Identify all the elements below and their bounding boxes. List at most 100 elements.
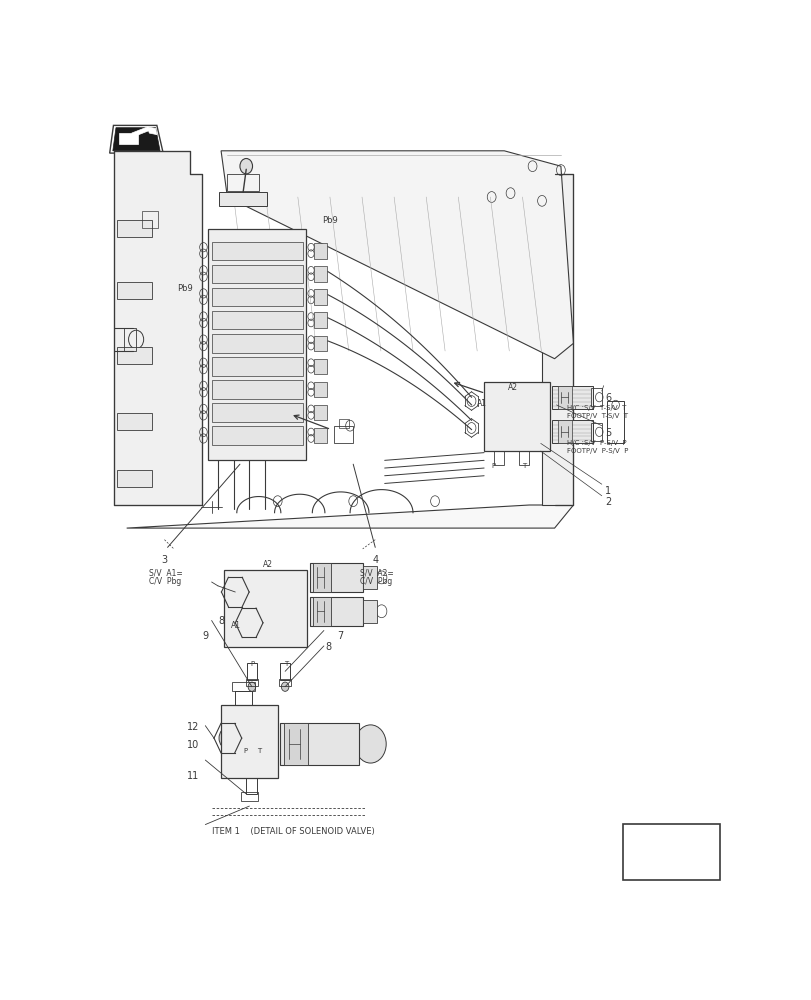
- Bar: [314, 266, 326, 282]
- Bar: [212, 265, 303, 283]
- Text: C/V  Pbg: C/V Pbg: [359, 577, 391, 586]
- Bar: [314, 312, 326, 328]
- Bar: [551, 386, 592, 409]
- Circle shape: [281, 682, 289, 691]
- Bar: [247, 663, 256, 680]
- Circle shape: [219, 727, 236, 749]
- Bar: [518, 451, 528, 465]
- Circle shape: [240, 612, 258, 634]
- Bar: [314, 243, 326, 259]
- Polygon shape: [113, 128, 160, 151]
- Text: 10: 10: [187, 740, 199, 750]
- Text: C/V  Pbg: C/V Pbg: [148, 577, 181, 586]
- Bar: [363, 600, 377, 623]
- Bar: [117, 282, 152, 299]
- Text: FOOTP/V  T-S/V  T: FOOTP/V T-S/V T: [566, 413, 628, 419]
- Polygon shape: [656, 828, 714, 856]
- Bar: [212, 380, 303, 399]
- Text: FOOTP/V  P-S/V  P: FOOTP/V P-S/V P: [566, 448, 628, 454]
- Text: A2: A2: [508, 383, 517, 392]
- Bar: [227, 174, 259, 191]
- Bar: [212, 334, 303, 353]
- Bar: [314, 336, 326, 351]
- Bar: [314, 428, 326, 443]
- Bar: [310, 597, 363, 626]
- Bar: [221, 705, 277, 778]
- Bar: [284, 723, 307, 765]
- Bar: [212, 426, 303, 445]
- Bar: [314, 289, 326, 305]
- Circle shape: [354, 725, 386, 763]
- Circle shape: [240, 158, 252, 174]
- Bar: [234, 691, 251, 705]
- Bar: [314, 405, 326, 420]
- Polygon shape: [127, 505, 573, 528]
- Bar: [142, 211, 158, 228]
- Bar: [278, 679, 291, 686]
- Bar: [558, 420, 572, 443]
- Polygon shape: [114, 151, 202, 505]
- Text: 1: 1: [604, 486, 611, 496]
- Bar: [310, 563, 363, 592]
- Bar: [224, 570, 307, 647]
- Polygon shape: [148, 127, 157, 135]
- Bar: [493, 451, 503, 465]
- Bar: [117, 470, 152, 487]
- Bar: [232, 682, 255, 691]
- Bar: [117, 220, 152, 237]
- Text: Pb9: Pb9: [321, 216, 337, 225]
- Text: P: P: [243, 748, 247, 754]
- Bar: [123, 328, 136, 351]
- Text: S/V  A2=: S/V A2=: [359, 568, 393, 577]
- Bar: [483, 382, 550, 451]
- Bar: [246, 778, 257, 794]
- Bar: [117, 413, 152, 430]
- Bar: [339, 419, 349, 428]
- Bar: [280, 723, 358, 765]
- Text: A1: A1: [476, 399, 486, 408]
- Bar: [208, 229, 306, 460]
- Text: 8: 8: [324, 642, 331, 652]
- Text: 9: 9: [202, 631, 208, 641]
- Bar: [117, 347, 152, 364]
- Text: 7: 7: [337, 631, 343, 641]
- Text: T: T: [257, 748, 261, 754]
- Bar: [212, 403, 303, 422]
- Text: 4: 4: [371, 555, 378, 565]
- Bar: [558, 386, 572, 409]
- Text: Pb9: Pb9: [177, 284, 192, 293]
- Polygon shape: [131, 127, 150, 136]
- Polygon shape: [109, 125, 163, 153]
- Text: T: T: [284, 661, 288, 667]
- Text: 11: 11: [187, 771, 199, 781]
- Text: 6: 6: [604, 393, 611, 403]
- Polygon shape: [628, 856, 672, 876]
- Bar: [212, 288, 303, 306]
- Text: H/C :S/V  T-S/V  T: H/C :S/V T-S/V T: [566, 405, 626, 411]
- Bar: [606, 401, 624, 443]
- Bar: [212, 311, 303, 329]
- Polygon shape: [221, 151, 573, 359]
- Polygon shape: [542, 174, 573, 505]
- Text: P: P: [251, 661, 255, 667]
- Bar: [280, 663, 290, 680]
- Text: 2: 2: [604, 497, 611, 507]
- Bar: [312, 597, 331, 626]
- Bar: [334, 426, 353, 443]
- Text: T: T: [521, 463, 526, 469]
- Bar: [241, 792, 258, 801]
- Text: 8: 8: [218, 616, 224, 626]
- Bar: [314, 382, 326, 397]
- Text: H/C :S/V  P-S/V  P: H/C :S/V P-S/V P: [566, 440, 626, 446]
- Circle shape: [248, 682, 255, 691]
- Bar: [212, 357, 303, 376]
- Bar: [590, 423, 602, 441]
- Text: A2: A2: [263, 560, 272, 569]
- Bar: [312, 563, 331, 592]
- Text: 5: 5: [604, 428, 611, 438]
- Text: 12: 12: [187, 722, 199, 732]
- Bar: [219, 192, 267, 206]
- Text: 3: 3: [161, 555, 167, 565]
- Bar: [212, 242, 303, 260]
- Polygon shape: [119, 133, 138, 144]
